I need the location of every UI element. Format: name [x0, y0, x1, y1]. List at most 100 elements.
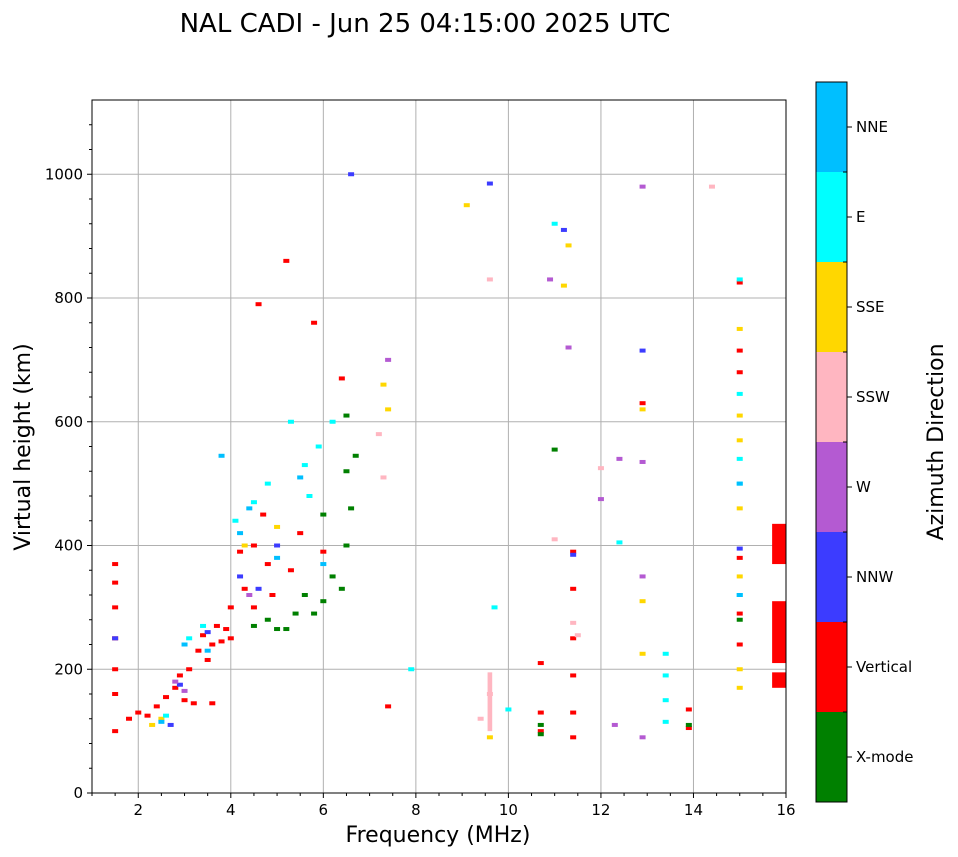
- colorbar-label: NNE: [856, 118, 888, 136]
- data-point-nnw: [570, 552, 577, 557]
- data-point-x-mode: [352, 453, 359, 458]
- data-point-w: [246, 593, 253, 597]
- data-point-x-mode: [283, 627, 290, 632]
- data-point-nne: [158, 719, 165, 724]
- data-point-vertical: [736, 348, 743, 353]
- y-tick-label: 800: [54, 289, 83, 307]
- data-point-vertical: [223, 627, 230, 632]
- data-point-ssw: [380, 475, 387, 480]
- colorbar-segment-sse: [816, 262, 847, 352]
- colorbar-label: W: [856, 478, 871, 496]
- data-point-sse: [241, 543, 248, 548]
- data-point-vertical: [570, 710, 577, 715]
- data-point-ssw: [477, 716, 484, 721]
- data-point-e: [200, 623, 207, 628]
- data-point-w: [597, 497, 604, 502]
- data-point-nnw: [486, 181, 493, 186]
- data-point-nne: [204, 648, 211, 653]
- data-point-vertical: [112, 562, 119, 567]
- data-point-ssw: [597, 466, 604, 471]
- colorbar-segment-e: [816, 172, 847, 262]
- x-tick-label: 8: [411, 801, 421, 819]
- data-point-vertical: [570, 636, 577, 641]
- data-point-sse: [639, 651, 646, 656]
- data-point-e: [306, 494, 313, 498]
- data-point-x-mode: [343, 543, 350, 548]
- data-point-vertical: [537, 710, 544, 715]
- data-point-x-mode: [343, 413, 350, 418]
- data-point-e: [505, 707, 512, 712]
- data-point-nnw: [736, 546, 743, 551]
- data-point-vertical: [320, 549, 327, 554]
- data-point-sse: [736, 667, 743, 672]
- data-point-x-mode: [320, 599, 327, 604]
- colorbar-segment-nnw: [816, 532, 847, 622]
- x-axis-label: Frequency (MHz): [346, 823, 531, 848]
- data-point-vertical: [250, 605, 257, 610]
- data-point-vertical: [736, 642, 743, 647]
- data-point-vertical: [736, 611, 743, 616]
- data-point-nnw: [274, 543, 281, 548]
- data-point-vertical: [570, 735, 577, 740]
- data-point-x-mode: [329, 574, 336, 579]
- data-point-sse: [486, 735, 493, 740]
- data-point-vertical: [213, 623, 220, 628]
- data-point-vertical: [181, 698, 188, 703]
- data-point-ssw: [486, 277, 493, 282]
- data-point-e: [264, 481, 271, 486]
- data-point-vertical: [297, 531, 304, 536]
- data-point-nnw: [237, 574, 244, 579]
- x-tick-label: 16: [776, 801, 795, 819]
- data-point-ssw: [574, 633, 581, 638]
- y-tick-label: 400: [54, 537, 83, 555]
- data-point-nne: [237, 531, 244, 536]
- y-tick-label: 1000: [45, 165, 83, 183]
- data-point-sse: [736, 413, 743, 418]
- data-point-vertical: [570, 549, 577, 554]
- data-point-x-mode: [250, 623, 257, 628]
- colorbar-label: Vertical: [856, 658, 912, 676]
- colorbar-segment-w: [816, 442, 847, 532]
- data-point-sse: [639, 407, 646, 412]
- data-point-vertical: [385, 704, 392, 709]
- chart-title: NAL CADI - Jun 25 04:15:00 2025 UTC: [180, 9, 671, 39]
- data-point-vertical: [537, 729, 544, 734]
- colorbar-label: X-mode: [856, 748, 913, 766]
- data-point-e: [287, 419, 294, 424]
- data-point-sse: [380, 382, 387, 387]
- data-point-vertical: [200, 633, 207, 638]
- y-axis-label: Virtual height (km): [11, 343, 36, 550]
- data-point-w: [639, 459, 646, 464]
- data-band-vertical: [772, 601, 786, 664]
- data-point-vertical: [287, 568, 294, 573]
- colorbar-title: Azimuth Direction: [924, 343, 949, 540]
- data-point-vertical: [736, 370, 743, 375]
- data-point-vertical: [255, 302, 262, 307]
- data-point-vertical: [264, 562, 271, 567]
- data-point-w: [172, 679, 179, 684]
- data-point-vertical: [112, 605, 119, 610]
- data-point-sse: [149, 722, 156, 727]
- data-point-vertical: [269, 593, 276, 597]
- data-point-sse: [565, 243, 572, 248]
- x-tick-label: 12: [591, 801, 610, 819]
- colorbar-label: E: [856, 208, 865, 226]
- x-tick-label: 10: [499, 801, 518, 819]
- data-point-vertical: [570, 586, 577, 591]
- data-point-vertical: [227, 636, 234, 641]
- data-point-x-mode: [320, 512, 327, 517]
- data-point-vertical: [685, 707, 692, 712]
- data-point-e: [232, 518, 239, 523]
- data-point-ssw: [570, 620, 577, 625]
- data-point-vertical: [186, 667, 193, 672]
- data-point-ssw: [375, 432, 382, 437]
- data-point-nne: [320, 562, 327, 567]
- data-point-x-mode: [551, 447, 558, 452]
- data-point-e: [163, 713, 170, 718]
- data-point-vertical: [209, 701, 216, 706]
- data-point-e: [250, 500, 257, 505]
- data-point-vertical: [144, 713, 151, 718]
- data-point-vertical: [227, 605, 234, 610]
- x-tick-label: 4: [226, 801, 236, 819]
- data-point-sse: [736, 574, 743, 579]
